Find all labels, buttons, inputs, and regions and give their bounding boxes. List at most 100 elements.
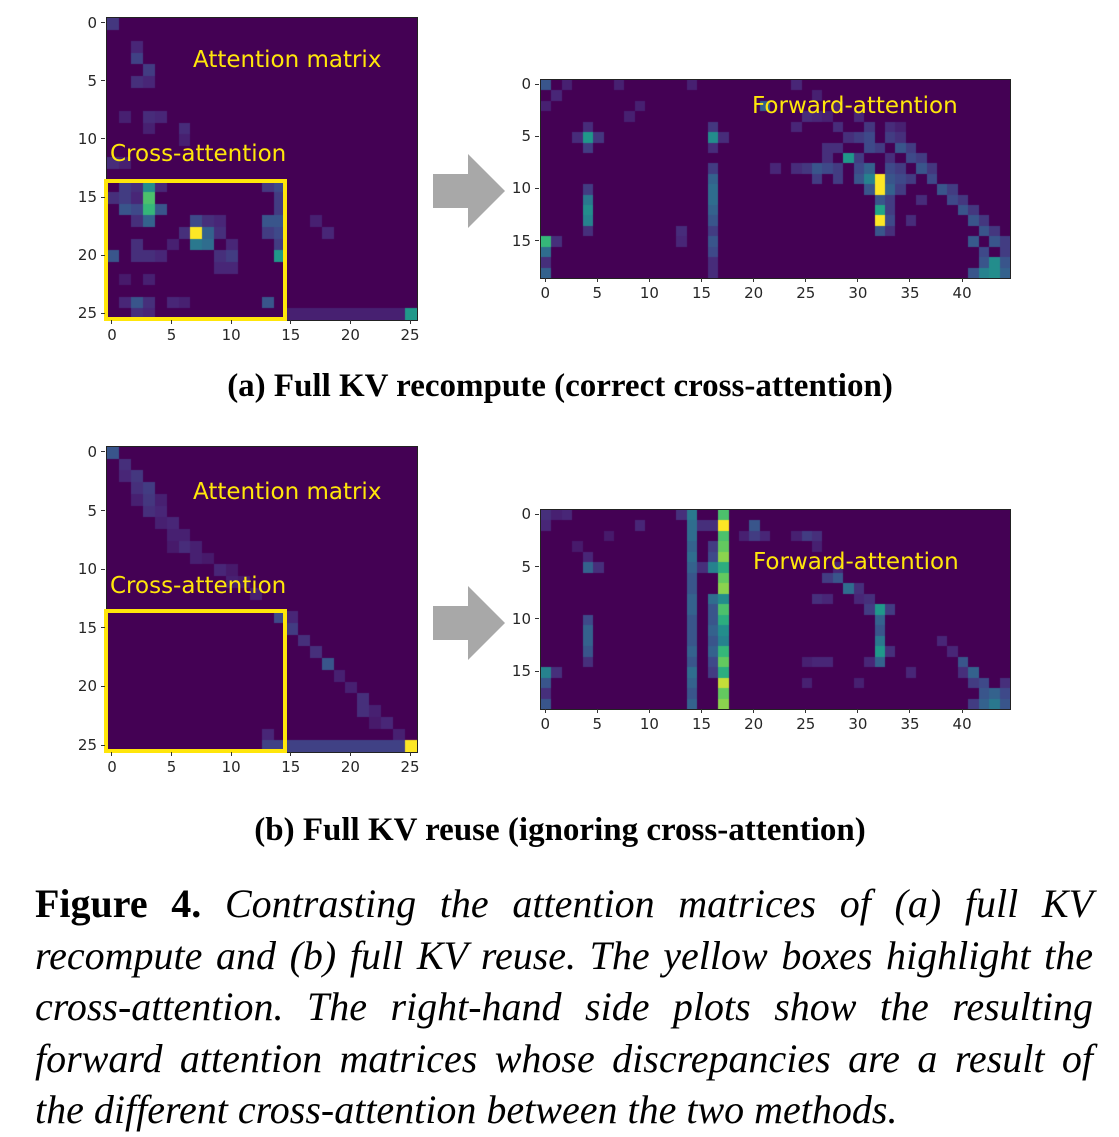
y-tick-mark — [535, 566, 539, 568]
forward-attention-label: Forward-attention — [753, 549, 959, 575]
forward-attention-label: Forward-attention — [752, 93, 958, 119]
y-tick-label: 5 — [87, 71, 97, 90]
x-tick-label: 15 — [691, 284, 712, 302]
x-tick-mark — [805, 709, 807, 713]
y-tick-label: 0 — [87, 13, 97, 32]
y-tick-mark — [535, 83, 539, 85]
y-tick-mark — [101, 138, 105, 140]
y-tick-mark — [101, 22, 105, 24]
y-tick-mark — [101, 451, 105, 453]
heatmap-canvas — [540, 79, 1011, 279]
x-tick-mark — [857, 278, 859, 282]
x-tick-mark — [409, 752, 411, 756]
y-tick-label: 15 — [511, 662, 531, 681]
x-tick-mark — [230, 320, 232, 324]
y-tick-label: 5 — [521, 127, 531, 146]
x-tick-mark — [544, 709, 546, 713]
cross-attention-highlight-box — [104, 609, 287, 753]
x-tick-label: 40 — [952, 715, 972, 733]
x-tick-label: 15 — [281, 758, 301, 776]
y-tick-label: 0 — [521, 505, 531, 524]
caption-line: cross-attention. The right-hand side plo… — [35, 984, 1093, 1029]
y-tick-mark — [101, 627, 105, 629]
x-tick-mark — [909, 278, 911, 282]
caption-text: Contrasting the attention matrices of (a… — [201, 881, 1094, 926]
x-tick-label: 25 — [796, 284, 816, 302]
x-tick-mark — [701, 278, 703, 282]
y-tick-label: 15 — [511, 231, 531, 250]
x-tick-mark — [544, 278, 546, 282]
x-tick-mark — [961, 709, 963, 713]
x-tick-mark — [857, 709, 859, 713]
y-tick-mark — [101, 312, 105, 314]
y-tick-label: 0 — [87, 442, 97, 461]
x-tick-mark — [909, 709, 911, 713]
y-tick-mark — [101, 80, 105, 82]
y-tick-label: 25 — [77, 736, 97, 755]
x-tick-mark — [409, 320, 411, 324]
x-tick-label: 40 — [952, 284, 972, 302]
x-tick-label: 0 — [107, 758, 117, 776]
x-tick-label: 10 — [221, 326, 241, 344]
x-tick-label: 30 — [848, 284, 868, 302]
right-arrow-head — [468, 586, 505, 660]
x-tick-mark — [290, 752, 292, 756]
x-tick-label: 0 — [107, 326, 117, 344]
x-tick-mark — [111, 320, 113, 324]
x-tick-mark — [349, 752, 351, 756]
x-tick-label: 5 — [166, 758, 177, 776]
y-tick-label: 15 — [77, 188, 97, 207]
x-tick-label: 20 — [744, 715, 764, 733]
heatmap-attention-matrix-a: Attention matrix Cross-attention 0 5 10 15 20 2… — [78, 14, 420, 344]
x-tick-label: 5 — [592, 715, 603, 733]
right-arrow-head — [468, 154, 505, 228]
y-tick-label: 5 — [521, 557, 531, 576]
heatmap-forward-attention-b: Forward-attention 0 5 10 15 20 25 30 35 40 0 5 10 15 — [512, 505, 1011, 733]
x-tick-mark — [171, 320, 173, 324]
caption-line: Figure 4. Contrasting the attention matr… — [35, 878, 1093, 930]
x-tick-label: 20 — [340, 758, 360, 776]
heatmap-forward-attention-a: Forward-attention 0 5 10 15 20 25 30 35 40 0 5 10 15 — [512, 75, 1011, 302]
right-arrow-shaft — [433, 606, 468, 640]
cross-attention-label: Cross-attention — [110, 141, 287, 167]
x-tick-label: 35 — [900, 715, 920, 733]
y-tick-mark — [101, 568, 105, 570]
y-tick-label: 10 — [511, 609, 531, 628]
y-tick-mark — [101, 744, 105, 746]
y-tick-label: 5 — [87, 501, 97, 520]
x-tick-label: 5 — [166, 326, 177, 344]
subcaption-b: (b) Full KV reuse (ignoring cross-attent… — [254, 812, 866, 848]
x-tick-label: 15 — [281, 326, 301, 344]
caption-line: recompute and (b) full KV reuse. The yel… — [35, 932, 1093, 978]
y-tick-label: 10 — [77, 129, 97, 148]
caption-line: forward attention matrices whose discrep… — [35, 1035, 1093, 1081]
y-tick-label: 20 — [77, 677, 97, 696]
subcaption-a: (a) Full KV recompute (correct cross-att… — [227, 368, 893, 404]
x-tick-mark — [111, 752, 113, 756]
cross-attention-highlight-box — [104, 178, 287, 321]
caption-line: the different cross-attention between th… — [35, 1087, 898, 1132]
cross-attention-label: Cross-attention — [110, 573, 287, 599]
y-tick-label: 15 — [77, 618, 97, 637]
y-tick-label: 20 — [77, 246, 97, 265]
x-tick-label: 25 — [796, 715, 816, 733]
y-tick-mark — [535, 670, 539, 672]
y-tick-label: 10 — [77, 560, 97, 579]
x-tick-mark — [230, 752, 232, 756]
x-tick-mark — [171, 752, 173, 756]
y-tick-mark — [101, 685, 105, 687]
y-tick-mark — [535, 187, 539, 189]
y-tick-label: 10 — [511, 179, 531, 198]
x-tick-label: 20 — [340, 326, 360, 344]
x-tick-label: 10 — [639, 284, 659, 302]
x-tick-label: 0 — [540, 715, 550, 733]
x-tick-label: 5 — [592, 284, 603, 302]
x-tick-mark — [648, 709, 650, 713]
right-arrow-shaft — [433, 174, 468, 208]
heatmap-canvas — [106, 446, 418, 753]
heatmap-canvas — [540, 509, 1011, 710]
x-tick-mark — [805, 278, 807, 282]
y-tick-mark — [101, 510, 105, 512]
x-tick-mark — [701, 709, 703, 713]
x-tick-label: 25 — [400, 758, 420, 776]
